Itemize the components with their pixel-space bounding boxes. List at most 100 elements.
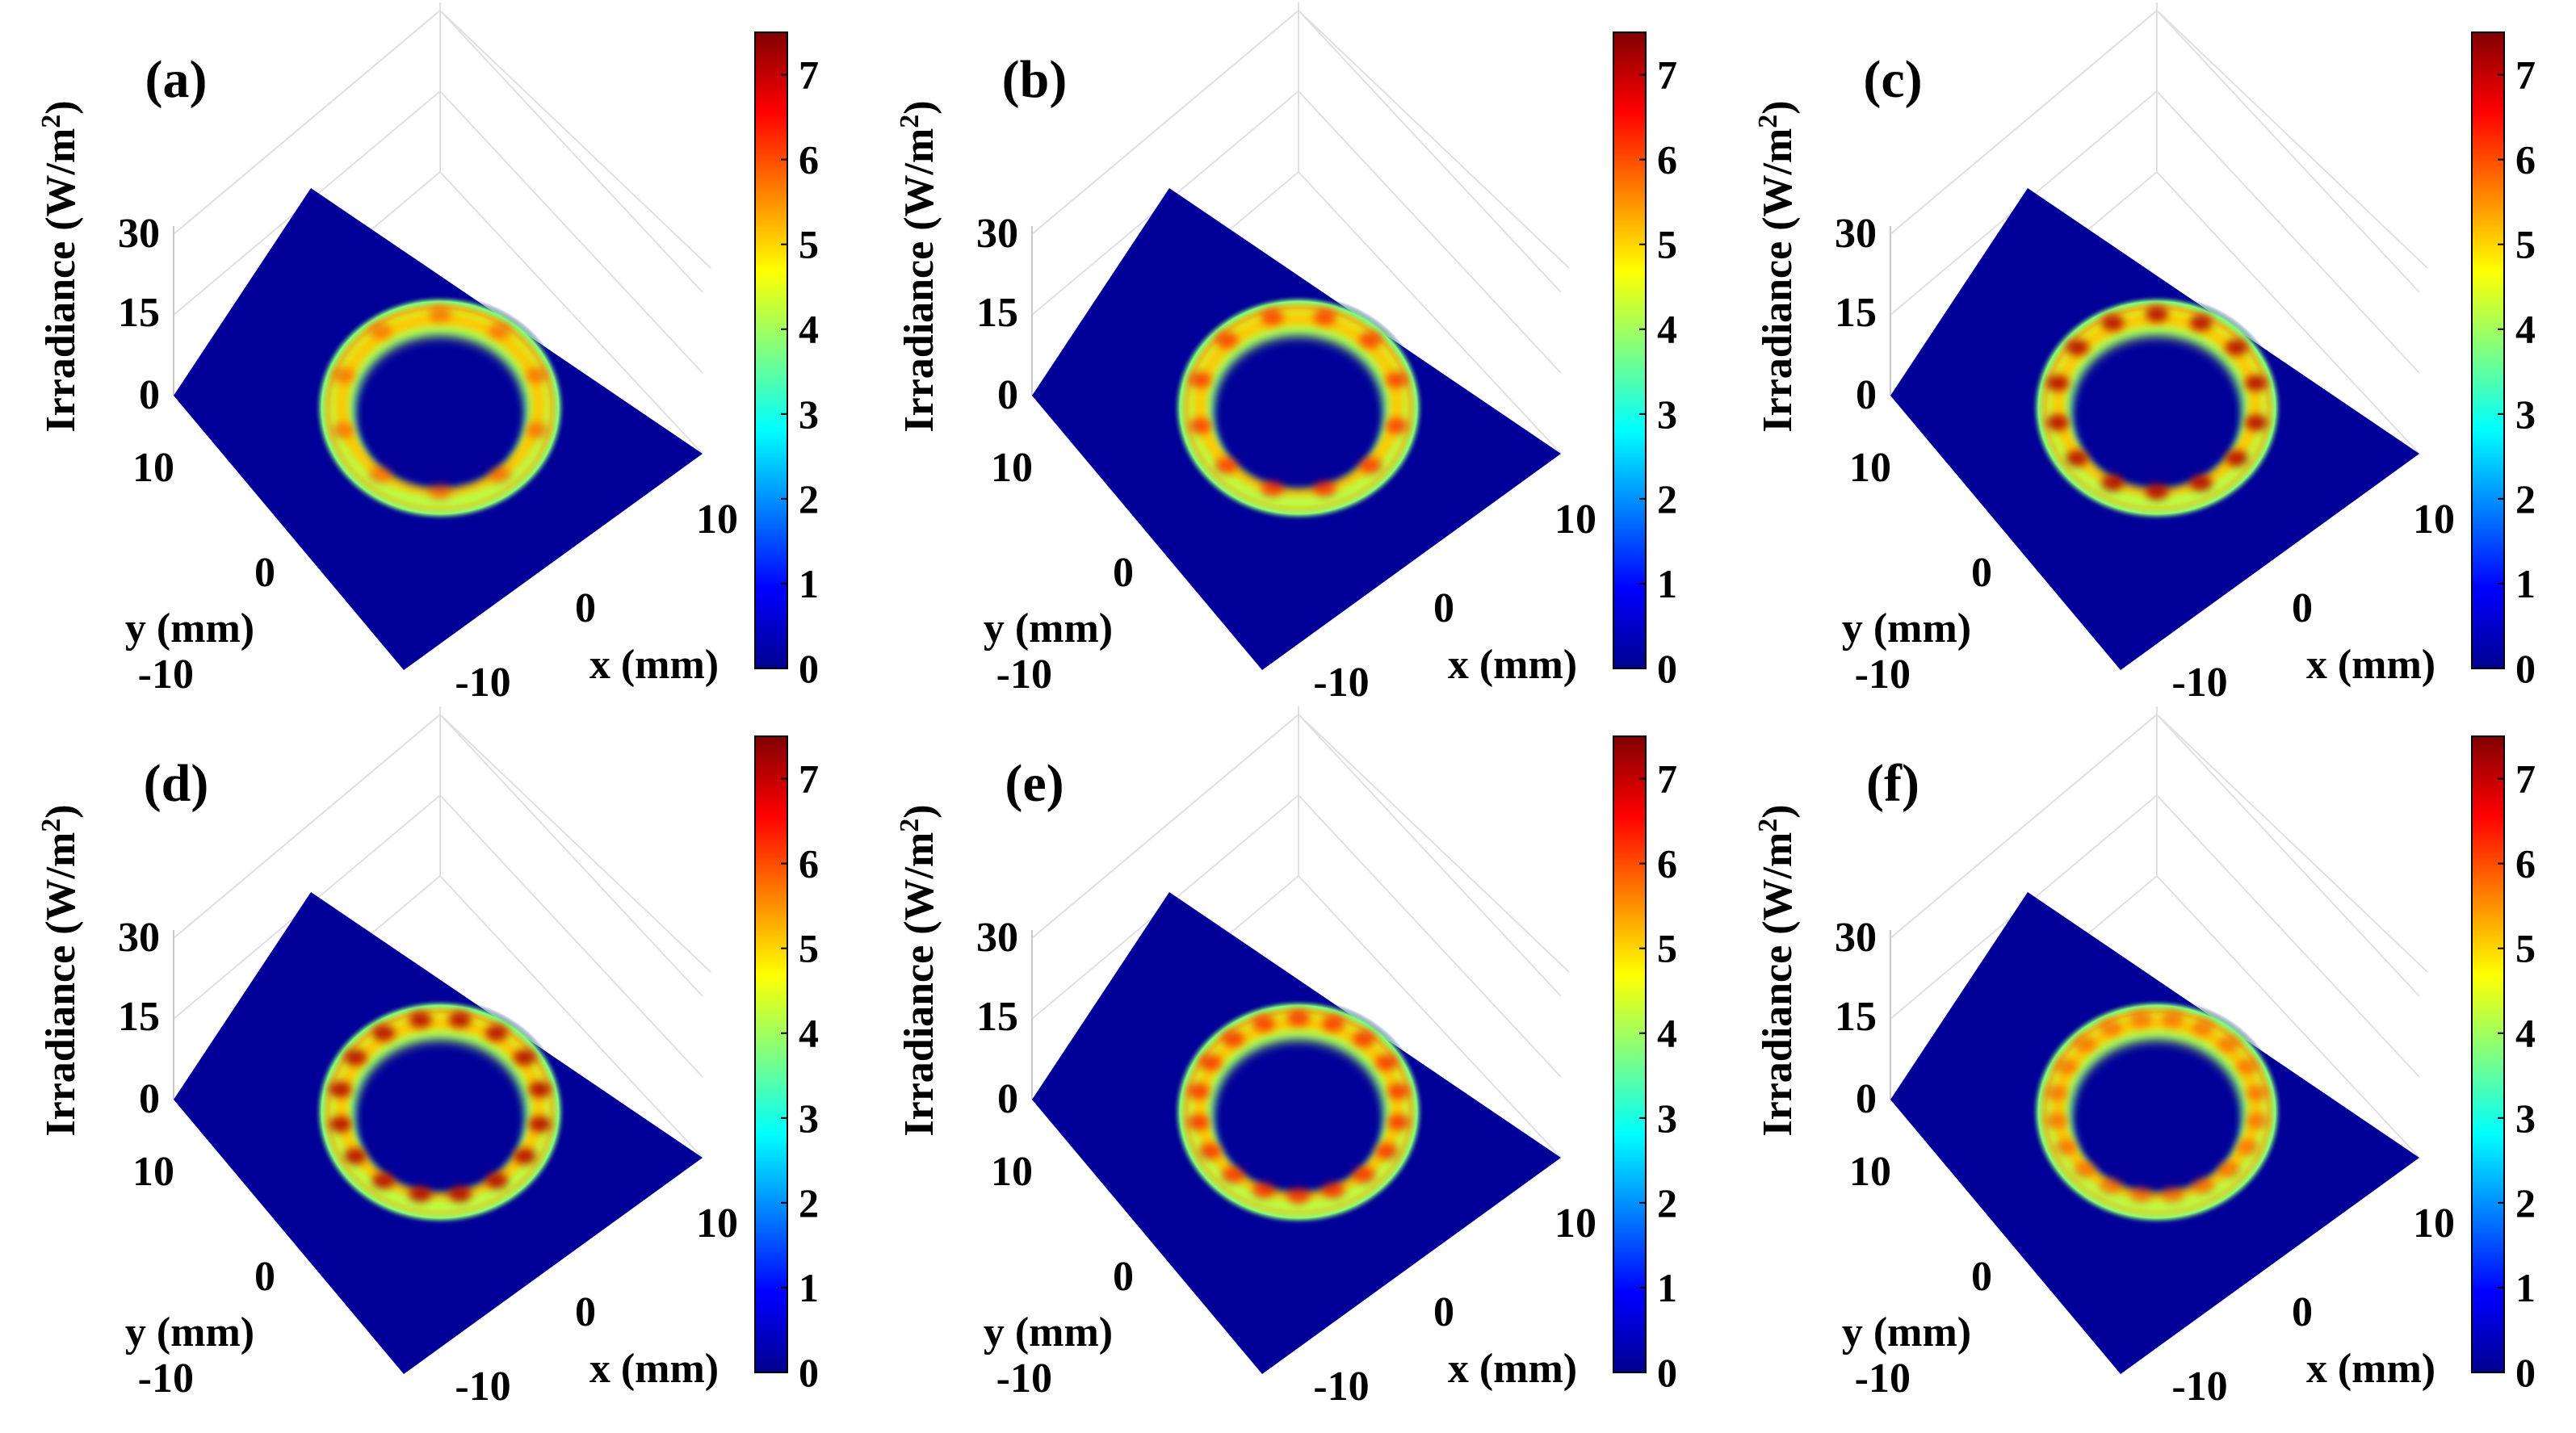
colorbar-tick-label: 1 xyxy=(799,1265,819,1310)
ring-peak xyxy=(513,1049,536,1066)
ring-peak xyxy=(2073,1161,2096,1178)
grid-line-right xyxy=(2156,90,2420,374)
grid-line-right xyxy=(1298,171,1562,455)
y-tick-label: -10 xyxy=(138,1355,194,1402)
ring-peak xyxy=(2146,484,2168,500)
ring-peak xyxy=(525,421,548,438)
ring-hole xyxy=(361,356,519,488)
z-tick-label: 15 xyxy=(118,994,160,1040)
ring-peak xyxy=(525,367,548,384)
z-tick-label: 0 xyxy=(997,372,1018,418)
colorbar-tick-label: 6 xyxy=(799,841,819,886)
z-axis-label: Irradiance (W/m2) xyxy=(1753,804,1802,1136)
ring-peak xyxy=(1387,1114,1411,1131)
colorbar-tick-label: 4 xyxy=(799,1011,819,1056)
ring-peak xyxy=(329,1116,352,1133)
x-tick-label: 0 xyxy=(2292,1289,2313,1335)
ring-ridge xyxy=(1194,312,1403,497)
ring-peak xyxy=(2045,1084,2068,1101)
ring-peak xyxy=(2225,450,2248,467)
ring-peak xyxy=(2101,314,2125,331)
grid-line-right xyxy=(2156,10,2420,293)
z-tick-label: 0 xyxy=(139,1076,160,1122)
ring-peak xyxy=(1352,1030,1375,1047)
y-tick-label: 0 xyxy=(254,1254,275,1300)
z-axis-label: Irradiance (W/m2) xyxy=(36,100,85,432)
ring-peak xyxy=(1359,332,1382,349)
z-axis-label-close: ) xyxy=(1755,100,1801,114)
y-tick-label: 0 xyxy=(254,550,275,596)
y-axis-label: y (mm) xyxy=(1842,605,1971,652)
colorbar-tick-label: 0 xyxy=(1657,646,1677,691)
z-tick-label: 15 xyxy=(976,994,1018,1040)
ring-peak xyxy=(2046,414,2070,431)
x-tick-label: -10 xyxy=(1313,660,1369,706)
ring-peak xyxy=(1198,1054,1222,1071)
ring-ridge xyxy=(2052,1016,2262,1200)
colorbar-tick-label: 6 xyxy=(1657,841,1677,886)
x-tick-label: 0 xyxy=(575,1289,596,1335)
ring-peak xyxy=(332,421,355,438)
y-tick-label: -10 xyxy=(1855,652,1911,698)
y-tick-label: 10 xyxy=(132,1149,174,1195)
ring-peak xyxy=(1215,332,1238,349)
ring-peak xyxy=(2161,1186,2184,1203)
ring-peak xyxy=(2246,1112,2269,1129)
z-tick-label: 15 xyxy=(1835,290,1877,336)
ring-ridge xyxy=(335,1016,545,1200)
z-axis-label-text: Irradiance (W/m xyxy=(1755,128,1801,433)
z-axis-label-text: Irradiance (W/m xyxy=(1755,832,1801,1137)
colorbar-tick-label: 4 xyxy=(1657,307,1677,352)
ring-peak xyxy=(1375,1054,1399,1071)
y-tick-label: -10 xyxy=(1855,1355,1911,1402)
z-tick-label: 0 xyxy=(139,372,160,418)
grid-line-left xyxy=(1890,714,2158,939)
ring-peak xyxy=(448,1185,472,1202)
colorbar-tick-label: 2 xyxy=(1657,476,1677,522)
y-tick-label: 10 xyxy=(1849,1149,1891,1195)
z-tick-label: 30 xyxy=(1835,915,1877,961)
colorbar-tick-label: 4 xyxy=(799,307,819,352)
x-tick-label: 10 xyxy=(1554,1200,1596,1247)
ring-peak xyxy=(371,1172,395,1189)
x-axis-label: x (mm) xyxy=(2306,1346,2435,1392)
ring-peak xyxy=(2244,414,2268,431)
ring-peak xyxy=(1252,1182,1275,1199)
ring-peak xyxy=(2066,339,2089,356)
x-tick-label: 10 xyxy=(2413,1200,2455,1247)
ring-peak xyxy=(2236,1138,2259,1155)
panel-label: (f) xyxy=(1866,754,1919,813)
ring-peak xyxy=(332,367,355,384)
y-tick-label: 10 xyxy=(991,1149,1033,1195)
ring-peak xyxy=(2189,475,2213,492)
grid-top-edge xyxy=(1890,713,2428,973)
x-tick-label: -10 xyxy=(2171,660,2227,706)
colorbar-tick-label: 2 xyxy=(799,476,819,522)
ring-peak xyxy=(2054,1138,2078,1155)
ring-peak xyxy=(429,484,451,500)
z-tick-label: 15 xyxy=(118,290,160,336)
grid-line-right xyxy=(2156,875,2420,1159)
ring-peak xyxy=(1261,480,1284,497)
z-axis-label: Irradiance (W/m2) xyxy=(1753,100,1802,432)
colorbar-tick-label: 2 xyxy=(2515,476,2536,522)
z-axis-label-sup: 2 xyxy=(36,115,66,128)
y-axis-label: y (mm) xyxy=(984,1309,1113,1355)
ring-peak xyxy=(2244,375,2268,392)
colorbar-tick-label: 0 xyxy=(2515,1350,2536,1395)
y-tick-label: 0 xyxy=(1113,1254,1134,1300)
grid-line-right xyxy=(439,875,703,1159)
x-axis-label: x (mm) xyxy=(589,1346,719,1392)
x-axis-label: x (mm) xyxy=(589,642,719,688)
grid-top-edge xyxy=(1890,9,2428,269)
ring-peak xyxy=(1222,1167,1245,1184)
ring-peak xyxy=(344,1049,367,1066)
ring-peak xyxy=(1385,371,1408,388)
y-tick-label: 0 xyxy=(1971,550,1992,596)
grid-line-right xyxy=(439,90,703,374)
y-axis-label: y (mm) xyxy=(125,1309,254,1355)
z-tick-label: 0 xyxy=(997,1076,1018,1122)
z-axis-label-sup: 2 xyxy=(1753,819,1783,832)
